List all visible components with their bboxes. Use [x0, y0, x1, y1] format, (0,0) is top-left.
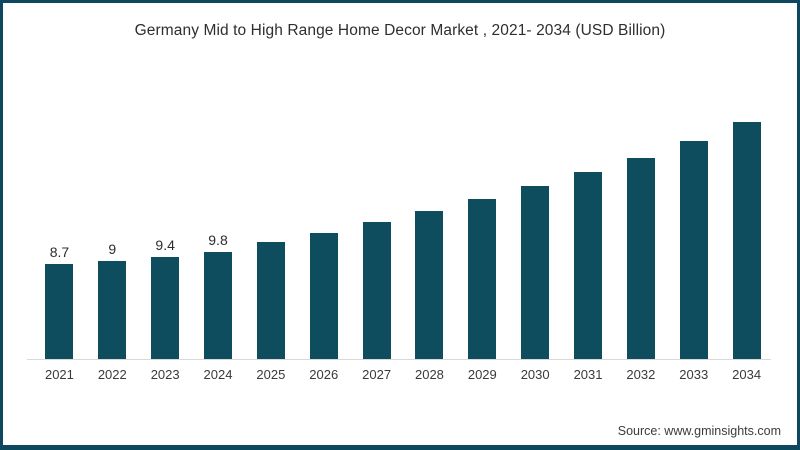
bar-chart-plot-area: 8.7 9 9.4 9.8 [33, 51, 773, 359]
x-axis-label-2026: 2026 [309, 367, 339, 382]
bar-column-2025 [244, 51, 297, 359]
bar-column-2032 [614, 51, 667, 359]
x-axis-label-2033: 2033 [679, 367, 709, 382]
x-axis-label-2027: 2027 [362, 367, 392, 382]
bar-value-label: 9.8 [208, 232, 228, 249]
bar-2027 [362, 221, 391, 359]
bar-2028 [415, 211, 444, 359]
x-axis-label-2022: 2022 [97, 367, 127, 382]
bar-column-2027 [350, 51, 403, 359]
x-axis-label-2024: 2024 [203, 367, 233, 382]
bar-value-label: 9.4 [155, 236, 175, 253]
bar-column-2031 [562, 51, 615, 359]
bar-column-2028 [403, 51, 456, 359]
bar-value-label: 8.7 [49, 244, 70, 261]
bar-2021 [45, 264, 74, 359]
chart-title: Germany Mid to High Range Home Decor Mar… [134, 22, 666, 39]
bar-column-2024: 9.8 [192, 51, 245, 359]
bar-2030 [521, 186, 550, 359]
x-axis-label-2028: 2028 [414, 367, 444, 382]
bar-column-2026 [297, 51, 350, 359]
x-axis-label-2023: 2023 [150, 367, 180, 382]
bar-2034 [732, 121, 761, 359]
x-axis-labels: 2021 2022 2023 2024 2025 2026 2027 2028 2029 2030… [33, 367, 773, 382]
bar-column-2030 [509, 51, 562, 359]
bar-column-2029 [456, 51, 509, 359]
bar-2025 [256, 241, 285, 359]
bar-column-2023: 9.4 [139, 51, 192, 359]
bar-value-label: 9 [108, 241, 117, 258]
x-axis-label-2021: 2021 [44, 367, 74, 382]
x-axis-line [27, 359, 771, 360]
x-axis-label-2025: 2025 [256, 367, 286, 382]
bar-2033 [679, 141, 708, 359]
x-axis-label-2034: 2034 [732, 367, 762, 382]
bar-2024 [204, 252, 232, 359]
bar-2022 [98, 261, 127, 359]
bar-column-2021: 8.7 [33, 51, 86, 359]
x-axis-label-2029: 2029 [467, 367, 497, 382]
bar-column-2034 [720, 51, 773, 359]
bar-column-2022: 9 [86, 51, 139, 359]
bar-2031 [574, 171, 603, 359]
x-axis-label-2030: 2030 [520, 367, 550, 382]
x-axis-label-2032: 2032 [626, 367, 656, 382]
source-attribution: Source: www.gminsights.com [617, 424, 781, 438]
bar-column-2033 [667, 51, 720, 359]
x-axis-label-2031: 2031 [573, 367, 603, 382]
bar-2032 [626, 157, 655, 359]
bar-2026 [309, 232, 338, 359]
bar-2023 [151, 256, 180, 359]
bar-2029 [468, 199, 497, 359]
